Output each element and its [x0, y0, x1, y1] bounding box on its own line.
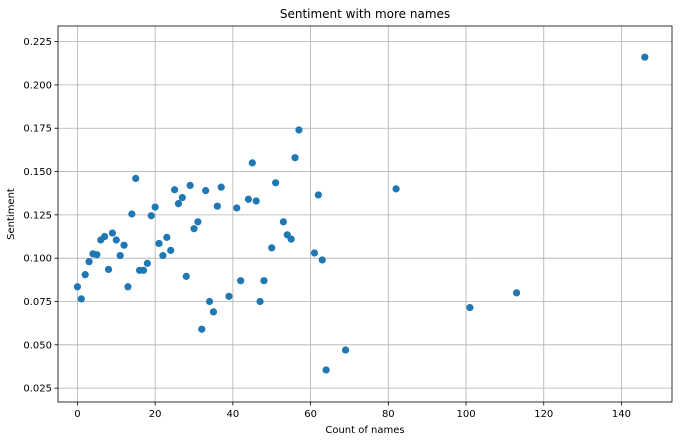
data-point — [244, 195, 253, 203]
data-point — [341, 346, 350, 354]
plot-frame — [57, 25, 673, 403]
data-point — [202, 187, 210, 195]
data-point — [128, 210, 136, 218]
y-tick-label: 0.225 — [23, 37, 52, 48]
data-point — [237, 277, 245, 285]
data-point — [112, 236, 120, 244]
grid — [58, 26, 672, 402]
data-point — [77, 295, 85, 303]
data-point — [466, 303, 474, 312]
data-points — [73, 53, 649, 374]
data-point — [260, 277, 268, 285]
data-point — [85, 258, 93, 266]
data-point — [295, 126, 303, 134]
data-point — [143, 259, 151, 267]
y-tick-label: 0.125 — [23, 210, 52, 221]
data-point — [194, 218, 202, 226]
data-point — [268, 244, 276, 252]
y-tick-label: 0.200 — [23, 80, 52, 91]
data-point — [318, 256, 326, 264]
data-point — [132, 174, 140, 183]
data-point — [252, 197, 260, 205]
y-axis-title: Sentiment — [6, 188, 17, 240]
data-point — [198, 325, 206, 333]
data-point — [81, 271, 89, 279]
data-point — [101, 232, 109, 241]
data-point — [139, 266, 148, 274]
x-tick-label: 100 — [456, 409, 475, 420]
data-point — [310, 249, 319, 257]
data-point — [314, 191, 322, 199]
data-point — [151, 203, 159, 211]
data-point — [186, 181, 194, 190]
y-tick-label: 0.075 — [23, 297, 52, 308]
data-point — [163, 233, 171, 241]
data-point — [93, 251, 101, 259]
data-point — [190, 225, 198, 233]
chart-title: Sentiment with more names — [280, 7, 450, 21]
x-axis-ticks: 0 20 40 60 80 100 120 140 — [74, 402, 631, 420]
data-point — [116, 251, 124, 260]
data-point — [392, 185, 400, 193]
data-point — [108, 229, 117, 237]
data-point — [205, 297, 214, 306]
y-tick-label: 0.150 — [23, 167, 52, 178]
data-point — [225, 292, 233, 300]
data-point — [279, 218, 287, 226]
data-point — [256, 297, 264, 306]
x-tick-label: 60 — [304, 409, 317, 420]
y-tick-label: 0.050 — [23, 340, 52, 351]
data-point — [182, 272, 190, 280]
data-point — [147, 212, 155, 220]
x-tick-label: 120 — [534, 409, 553, 420]
y-tick-label: 0.025 — [23, 384, 52, 395]
data-point — [641, 53, 649, 61]
data-point — [233, 204, 241, 212]
data-point — [124, 283, 132, 291]
data-point — [170, 186, 179, 194]
x-axis-title: Count of names — [325, 425, 404, 436]
data-point — [291, 154, 299, 162]
x-tick-label: 40 — [227, 409, 240, 420]
data-point — [167, 246, 175, 254]
data-point — [159, 251, 167, 260]
data-point — [120, 241, 128, 249]
data-point — [322, 366, 330, 374]
data-point — [178, 193, 186, 202]
y-tick-label: 0.175 — [23, 124, 52, 135]
data-point — [73, 283, 82, 291]
x-tick-label: 20 — [149, 409, 162, 420]
data-point — [104, 265, 113, 274]
data-point — [287, 235, 295, 243]
data-point — [155, 239, 163, 248]
data-point — [217, 183, 225, 191]
data-point — [248, 159, 256, 167]
x-tick-label: 140 — [612, 409, 631, 420]
y-axis-ticks: 0.025 0.050 0.075 0.100 0.125 0.150 0.175 0.200… — [23, 37, 58, 395]
data-point — [272, 179, 280, 187]
x-tick-label: 80 — [382, 409, 395, 420]
data-point — [209, 308, 218, 316]
data-point — [174, 200, 183, 208]
data-point — [512, 289, 521, 297]
data-point — [213, 202, 221, 210]
x-tick-label: 0 — [74, 409, 80, 420]
y-tick-label: 0.100 — [23, 254, 52, 265]
